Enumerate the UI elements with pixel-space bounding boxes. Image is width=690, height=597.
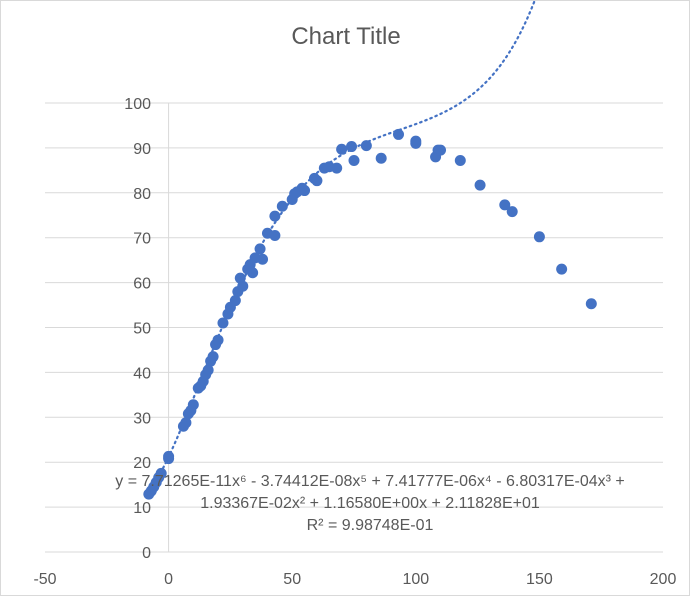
trendline-curve	[147, 1, 536, 493]
y-tick-label: 40	[133, 365, 151, 382]
x-tick-label: 0	[164, 571, 173, 588]
data-point	[336, 143, 348, 155]
data-point	[375, 152, 387, 164]
trendline-r-squared: R² = 9.98748E-01	[307, 517, 434, 534]
data-point	[217, 317, 229, 329]
data-point	[187, 399, 199, 411]
data-point	[229, 295, 241, 307]
trendline-equation-line1: y = 7.71265E-11x⁶ - 3.74412E-08x⁵ + 7.41…	[115, 473, 624, 490]
data-point	[269, 229, 281, 241]
data-point	[269, 210, 281, 222]
data-point	[163, 450, 175, 462]
data-point	[331, 162, 343, 174]
y-tick-labels: 0 10 20 30 40 50 60 70 80 90 100	[124, 96, 151, 562]
data-point	[474, 179, 486, 191]
data-point	[155, 467, 167, 479]
data-point	[254, 243, 266, 255]
data-point	[410, 135, 422, 147]
data-point	[237, 280, 249, 292]
y-tick-label: 70	[133, 231, 151, 248]
y-tick-label: 50	[133, 321, 151, 338]
data-point	[257, 253, 269, 265]
x-tick-label: 100	[402, 571, 429, 588]
data-point	[311, 175, 323, 187]
data-point	[585, 298, 597, 310]
data-point	[276, 200, 288, 212]
y-tick-label: 90	[133, 141, 151, 158]
x-tick-label: 50	[283, 571, 301, 588]
data-point	[506, 206, 518, 218]
data-point	[556, 263, 568, 275]
data-point	[202, 364, 214, 376]
trendline	[147, 1, 536, 493]
y-tick-label: 80	[133, 186, 151, 203]
data-point	[499, 199, 511, 211]
y-tick-label: 0	[142, 545, 151, 562]
data-points	[143, 128, 597, 500]
data-point	[346, 141, 358, 153]
data-point	[533, 231, 545, 243]
data-point	[247, 267, 259, 279]
data-point	[180, 417, 192, 429]
y-tick-label: 100	[124, 96, 151, 113]
data-point	[360, 140, 372, 152]
x-tick-label: -50	[33, 571, 56, 588]
y-tick-label: 30	[133, 410, 151, 427]
data-point	[207, 351, 219, 363]
x-tick-label: 150	[526, 571, 553, 588]
data-point	[392, 128, 404, 140]
y-tick-label: 20	[133, 455, 151, 472]
chart-title: Chart Title	[291, 23, 400, 50]
y-tick-label: 10	[133, 500, 151, 517]
data-point	[299, 185, 311, 197]
y-tick-label: 60	[133, 276, 151, 293]
data-point	[454, 154, 466, 166]
x-tick-labels: -50 0 50 100 150 200	[33, 571, 676, 588]
data-point	[348, 154, 360, 166]
x-tick-label: 200	[650, 571, 677, 588]
data-point	[435, 144, 447, 156]
data-point	[212, 334, 224, 346]
trendline-equation-line2: 1.93367E-02x² + 1.16580E+00x + 2.11828E+…	[200, 495, 540, 512]
